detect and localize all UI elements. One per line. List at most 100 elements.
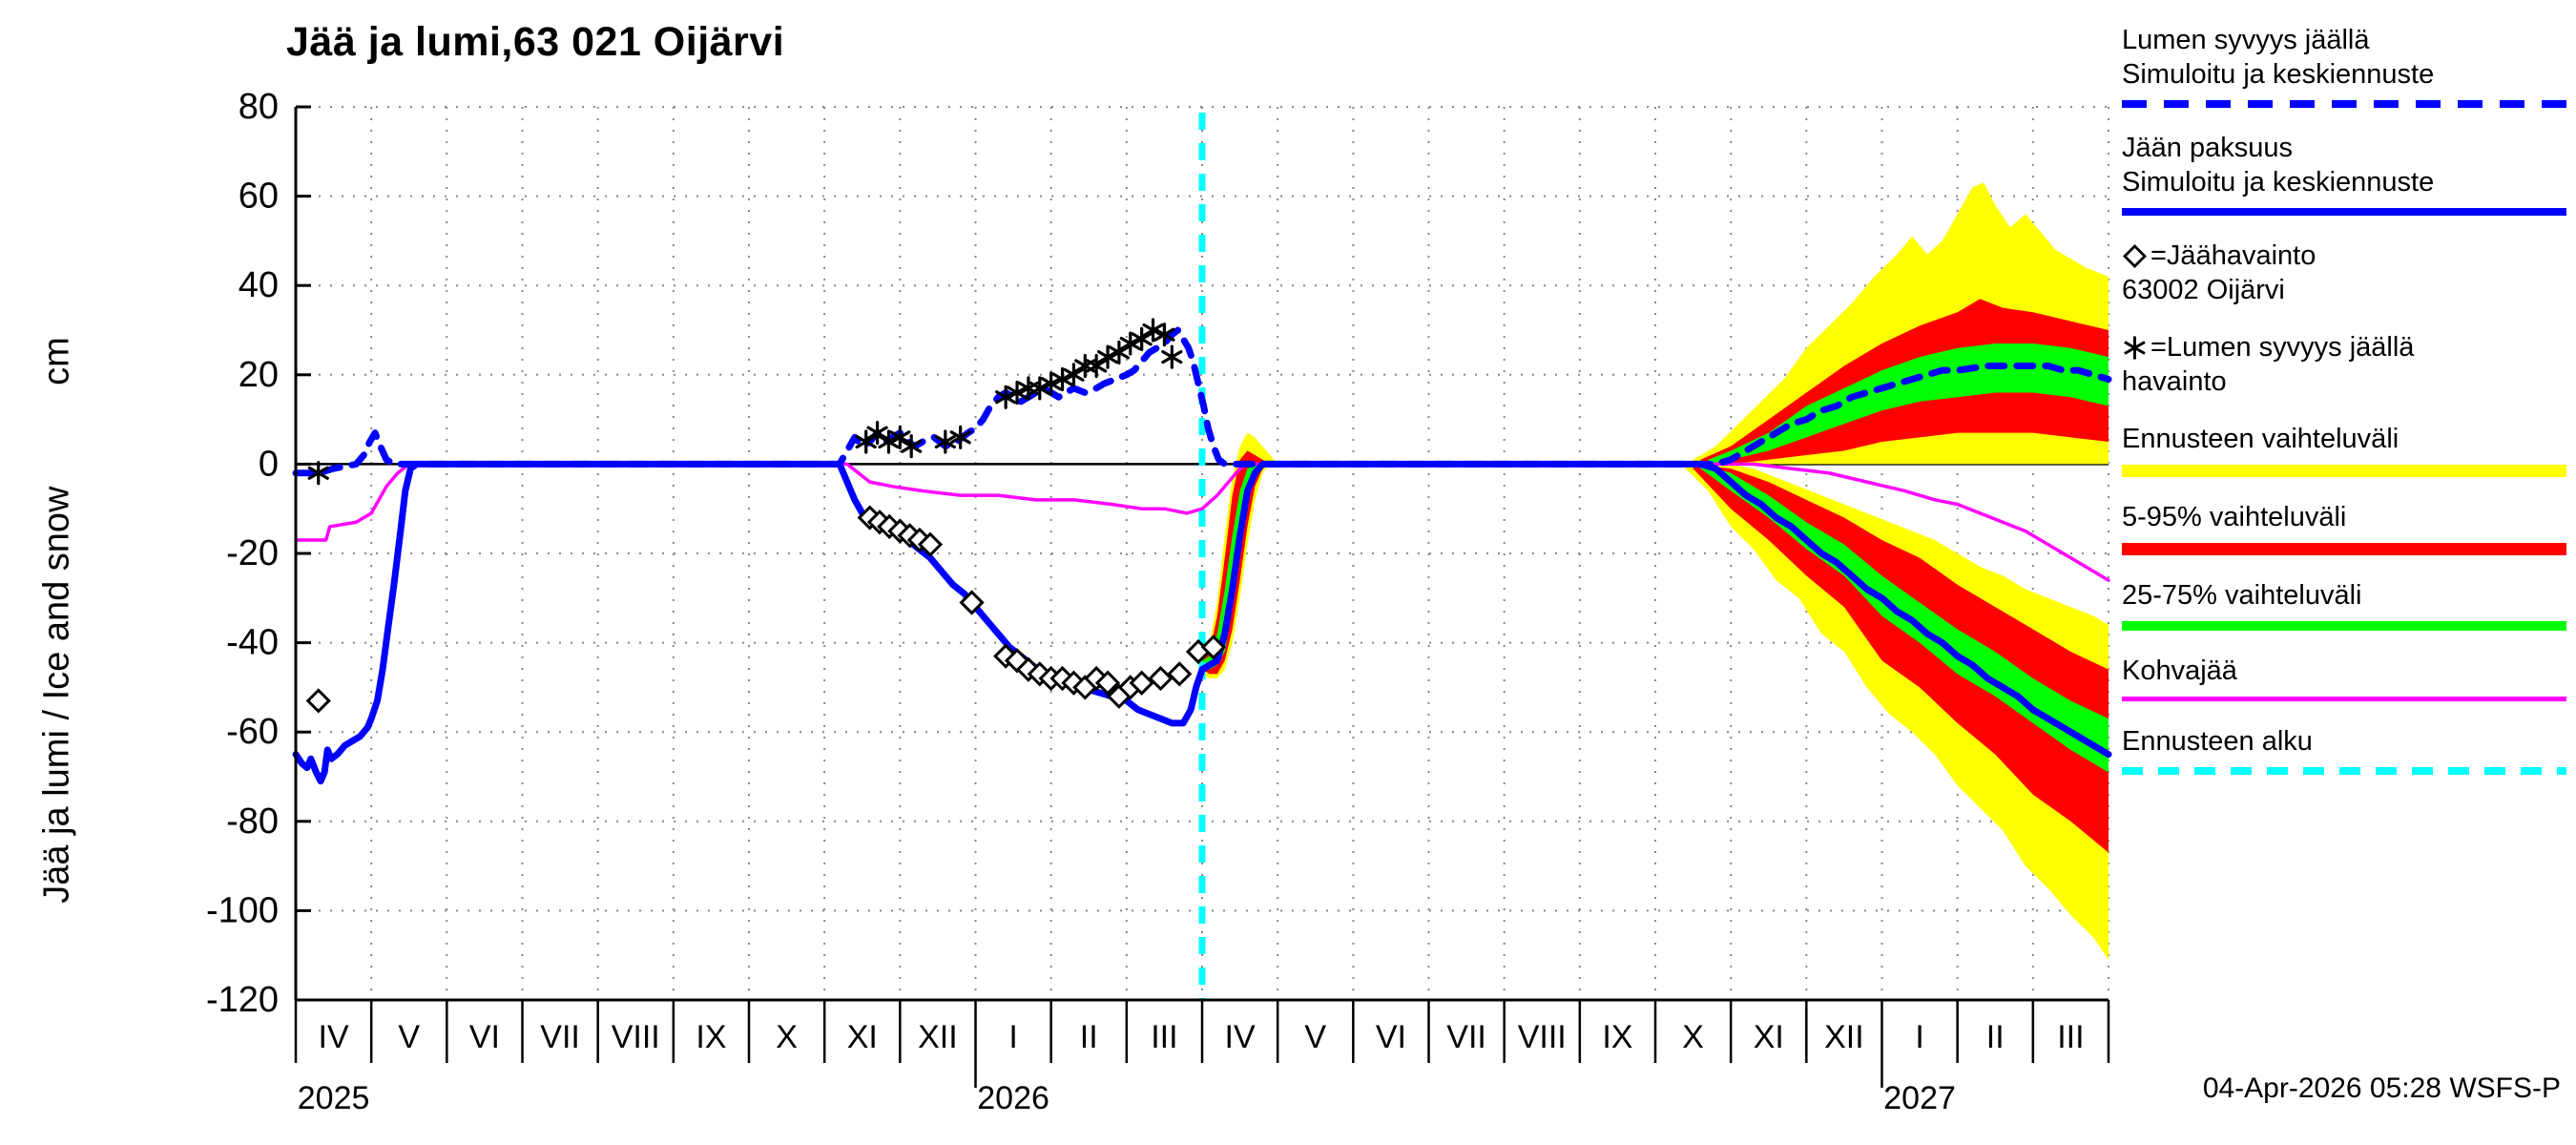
snow-observation-asterisk: [1096, 344, 1119, 369]
kohvajaa-line: [294, 462, 2110, 582]
month-label: X: [776, 1019, 798, 1055]
snow-observation-asterisk: [1063, 363, 1085, 387]
year-label: 2026: [977, 1080, 1049, 1116]
y-tick-label: -80: [226, 802, 279, 842]
y-tick-label: 20: [239, 355, 279, 395]
legend-label: Lumen syvyys jäällä: [2122, 25, 2370, 55]
legend-label: Ennusteen vaihteluväli: [2122, 424, 2399, 454]
legend-label: 63002 Oijärvi: [2122, 275, 2285, 305]
legend-item-range-5-95: 5-95% vaihteluväli: [2122, 500, 2566, 555]
month-label: I: [1008, 1019, 1017, 1055]
ice-observation-diamond: [917, 531, 944, 557]
y-tick-label: -20: [226, 533, 279, 573]
legend-item-range-25-75: 25-75% vaihteluväli: [2122, 578, 2566, 631]
legend-label: Jään paksuus: [2122, 133, 2293, 163]
legend-item-kohvajaa: Kohvajää: [2122, 654, 2566, 701]
snow-observation-asterisk: [855, 429, 877, 454]
y-tick-label: 60: [239, 177, 279, 217]
snow-observation-asterisk: [1086, 353, 1108, 379]
chart-title: Jää ja lumi,63 021 Oijärvi: [286, 19, 785, 65]
legend-item-snow-observation: =Lumen syvyys jäällä havainto: [2122, 330, 2566, 399]
ice-observation-diamond: [1148, 665, 1174, 692]
y-tick-label: 0: [259, 444, 279, 484]
month-label: VIII: [612, 1019, 660, 1055]
snow-observation-asterisk: [995, 385, 1017, 409]
green-band-swatch: [2122, 621, 2566, 631]
legend: Lumen syvyys jäällä Simuloitu ja keskien…: [2122, 23, 2566, 798]
ice-observation-diamond: [959, 590, 985, 615]
legend-label: 5-95% vaihteluväli: [2122, 502, 2347, 532]
month-label: XI: [847, 1019, 878, 1055]
month-label: V: [1304, 1019, 1326, 1055]
yellow-band-swatch: [2122, 465, 2566, 477]
blue-dashed-line-swatch: [2122, 100, 2566, 108]
legend-label: =Jäähavainto: [2150, 240, 2316, 271]
month-label: V: [398, 1019, 420, 1055]
snow-observation-asterisk: [901, 434, 923, 459]
ice-observation-diamond: [305, 688, 331, 714]
legend-label: Simuloitu ja keskiennuste: [2122, 167, 2435, 198]
y-tick-label: -100: [206, 890, 279, 930]
month-label: III: [2057, 1019, 2084, 1055]
month-label: IV: [319, 1019, 349, 1055]
timestamp: 04-Apr-2026 05:28 WSFS-P: [2202, 1072, 2561, 1104]
month-label: IV: [1225, 1019, 1256, 1055]
magenta-line-swatch: [2122, 697, 2566, 701]
snow-observation-asterisk: [1040, 371, 1062, 396]
legend-item-forecast-start: Ennusteen alku: [2122, 724, 2566, 775]
snow-observation-asterisk: [1161, 344, 1183, 369]
legend-label: 25-75% vaihteluväli: [2122, 580, 2362, 611]
band-forecast-range-winter-ice: [1685, 464, 2109, 960]
snow-observation-asterisk: [934, 429, 956, 454]
month-label: X: [1682, 1019, 1704, 1055]
legend-item-forecast-range: Ennusteen vaihteluväli: [2122, 422, 2566, 477]
snow-observation-asterisk: [1153, 323, 1175, 347]
month-label: XII: [1824, 1019, 1864, 1055]
ice-observation-diamond: [1200, 635, 1227, 660]
snow-observation-asterisk: [1028, 376, 1050, 401]
legend-label: =Lumen syvyys jäällä: [2150, 332, 2415, 363]
legend-label: Ennusteen alku: [2122, 726, 2313, 757]
year-label: 2027: [1883, 1080, 1956, 1116]
ice-observation-diamond: [1094, 670, 1121, 696]
month-label: II: [1986, 1019, 2005, 1055]
cyan-dashed-line-swatch: [2122, 767, 2566, 775]
legend-item-snow-depth-simulated: Lumen syvyys jäällä Simuloitu ja keskien…: [2122, 23, 2566, 108]
snow-observation-asterisk: [889, 425, 911, 449]
y-tick-label: 80: [239, 87, 279, 127]
legend-item-ice-thickness-simulated: Jään paksuus Simuloitu ja keskiennuste: [2122, 131, 2566, 216]
snow-observation-asterisk: [1051, 366, 1073, 392]
y-tick-label: 40: [239, 265, 279, 305]
legend-label: Simuloitu ja keskiennuste: [2122, 59, 2435, 90]
month-label: VII: [1446, 1019, 1486, 1055]
legend-item-ice-observation: =Jäähavainto 63002 Oijärvi: [2122, 239, 2566, 307]
month-label: VIII: [1518, 1019, 1567, 1055]
month-label: VII: [540, 1019, 580, 1055]
diamond-icon: [2122, 243, 2148, 269]
month-label: IX: [1602, 1019, 1632, 1055]
month-label: VI: [469, 1019, 500, 1055]
snow-observation-asterisk: [949, 425, 971, 449]
snow-observation-asterisk: [1142, 318, 1164, 343]
blue-solid-line-swatch: [2122, 208, 2566, 216]
ice-observation-diamond: [1167, 661, 1193, 687]
month-label: XII: [918, 1019, 958, 1055]
y-tick-label: -60: [226, 712, 279, 752]
ice-observation-diamond: [1129, 670, 1154, 696]
snow-observation-asterisk: [1006, 380, 1028, 406]
y-tick-label: -120: [206, 980, 279, 1020]
band-range-25-75-winter-snow: [1708, 344, 2109, 465]
snow-depth-simulated-line: [292, 326, 2112, 477]
band-range-5-95-winter-ice: [1693, 464, 2109, 853]
red-band-swatch: [2122, 543, 2566, 555]
month-label: VI: [1376, 1019, 1406, 1055]
month-label: III: [1151, 1019, 1177, 1055]
snow-observation-asterisk: [866, 421, 888, 446]
month-label: IX: [696, 1019, 726, 1055]
legend-label: Kohvajää: [2122, 656, 2237, 686]
asterisk-icon: [2122, 335, 2148, 361]
y-tick-label: -40: [226, 623, 279, 663]
month-label: II: [1080, 1019, 1098, 1055]
year-label: 2025: [298, 1080, 370, 1116]
